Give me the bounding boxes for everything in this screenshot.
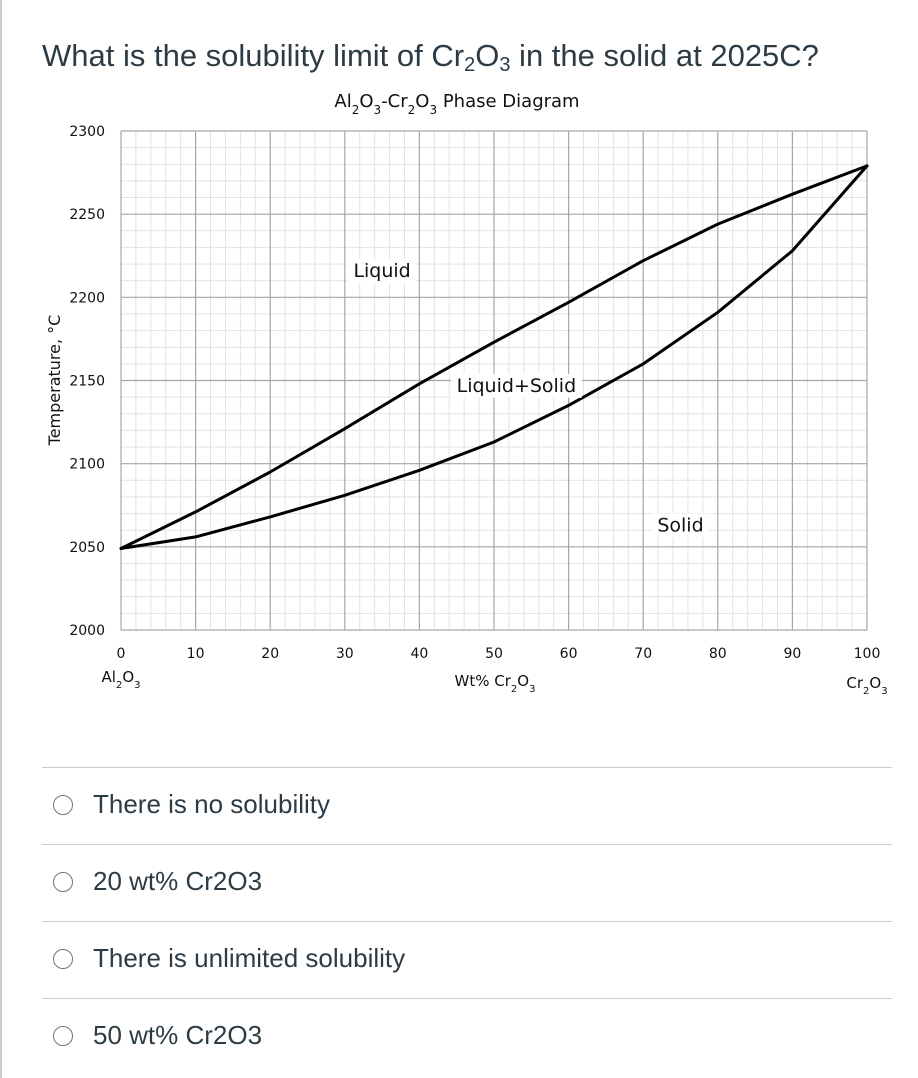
x-tick-label: 70	[634, 646, 652, 662]
x-tick-label: 10	[187, 646, 205, 662]
chart-title: Al2O3-Cr2O3 Phase Diagram	[334, 91, 579, 117]
choice-label: There is unlimited solubility	[93, 943, 406, 973]
x-tick-label: 60	[560, 646, 578, 662]
y-tick-label: 2150	[69, 374, 105, 390]
choice-no-solubility[interactable]: There is no solubility	[42, 767, 892, 844]
y-axis-label: Temperature, °C	[45, 315, 64, 447]
region-label-bg	[347, 259, 417, 284]
choice-label: There is no solubility	[93, 789, 330, 819]
region-label-bg	[651, 513, 710, 538]
y-tick-label: 2100	[69, 457, 105, 473]
x-tick-label: 30	[336, 646, 354, 662]
x-tick-label: 80	[709, 646, 727, 662]
choice-label: 20 wt% Cr2O3	[93, 866, 263, 896]
left-border	[0, 0, 2, 1078]
radio-button[interactable]	[53, 949, 73, 969]
x-tick-label: 0	[117, 646, 126, 662]
x-axis-label: Wt% Cr2O3	[455, 672, 536, 695]
x-tick-label: 40	[410, 646, 428, 662]
y-tick-label: 2200	[69, 290, 105, 306]
answer-choices: There is no solubility 20 wt% Cr2O3 Ther…	[42, 767, 892, 1075]
question-title: What is the solubility limit of Cr2O3 in…	[42, 38, 819, 76]
x-end-label-right: Cr2O3	[846, 674, 887, 697]
y-tick-label: 2050	[69, 540, 105, 556]
solidus-line	[119, 164, 869, 550]
choice-unlimited-solubility[interactable]: There is unlimited solubility	[42, 921, 892, 998]
x-tick-label: 50	[485, 646, 503, 662]
y-tick-label: 2300	[69, 124, 105, 140]
region-label: Liquid	[353, 260, 410, 282]
y-tick-label: 2250	[69, 207, 105, 223]
x-tick-label: 100	[854, 646, 881, 662]
choice-label: 50 wt% Cr2O3	[93, 1020, 263, 1050]
radio-button[interactable]	[53, 795, 73, 815]
region-label: Liquid+Solid	[457, 375, 577, 397]
x-end-label-left: Al2O3	[102, 668, 141, 691]
x-tick-label: 90	[783, 646, 801, 662]
phase-diagram-chart: 2000 2050 2100 2150 2200 2250 2300 0 10 20 30 40 50 6…	[45, 91, 888, 697]
region-label: Solid	[657, 515, 703, 537]
liquidus-line	[119, 164, 869, 550]
y-tick-label: 2000	[69, 623, 105, 639]
choice-50-wt[interactable]: 50 wt% Cr2O3	[42, 998, 892, 1075]
x-tick-label: 20	[261, 646, 279, 662]
region-label-bg	[450, 373, 582, 398]
radio-button[interactable]	[53, 1026, 73, 1046]
choice-20-wt[interactable]: 20 wt% Cr2O3	[42, 844, 892, 921]
radio-button[interactable]	[53, 872, 73, 892]
